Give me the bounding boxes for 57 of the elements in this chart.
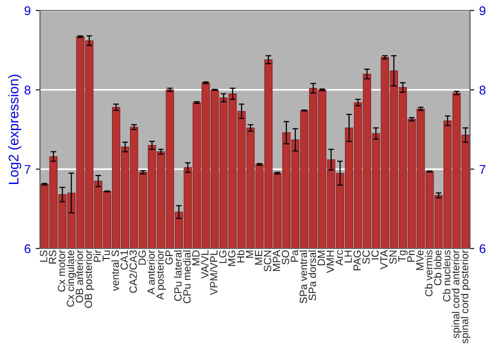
x-tick-label: VTA xyxy=(380,250,388,270)
x-tick-label: GP xyxy=(165,250,173,264)
x-tick-label: VPM/VPL xyxy=(210,250,218,295)
x-tick-label: Tu xyxy=(102,250,110,262)
x-tick-label: RS xyxy=(48,250,56,264)
x-tick-label: SC xyxy=(362,250,370,264)
x-tick-label: Cb nucleus xyxy=(442,250,450,302)
x-tick-label: DM xyxy=(318,250,325,266)
x-tick-label: LH xyxy=(344,250,352,262)
y2-tick-label: 7 xyxy=(480,165,486,174)
x-tick-label: CA1 xyxy=(120,250,128,270)
x-tick-label: LG xyxy=(219,250,226,263)
x-tick-label: SO xyxy=(282,250,290,264)
x-tick-label: Pn xyxy=(407,250,414,262)
x-tick-label: Arc xyxy=(336,250,343,266)
x-tick-label: OB posterior xyxy=(84,250,94,308)
x-tick-label: Hb xyxy=(236,250,244,262)
y-tick-label: 6 xyxy=(24,244,30,254)
x-tick-label: VMH xyxy=(326,250,334,273)
x-tick-label: VA/VL xyxy=(200,250,209,279)
x-tick-label: spinal cord posterior xyxy=(460,250,470,344)
x-tick-label: SCN xyxy=(264,250,272,272)
x-tick-label: Tg xyxy=(398,250,408,262)
x-tick-label: Cx motor xyxy=(58,250,66,292)
x-tick-label: Cb lobe xyxy=(434,250,442,286)
y-axis-title: Log2 (expression) xyxy=(8,74,22,184)
x-tick-label: SPa dorsal xyxy=(308,250,316,300)
x-tick-label: MVe xyxy=(416,250,424,270)
x-tick-label: ME xyxy=(255,250,262,265)
x-tick-label: ventral S xyxy=(111,250,119,291)
x-tick-label: DG xyxy=(138,250,146,265)
x-tick-label: CA2/CA3 xyxy=(129,250,137,293)
x-tick-label: spinal cord anterior xyxy=(452,250,462,338)
x-tick-label: M xyxy=(246,250,254,258)
x-tick-label: CPu lateral xyxy=(174,250,182,301)
y-tick-label: 8 xyxy=(24,86,30,94)
x-tick-label: SPa ventral xyxy=(299,250,308,304)
x-tick-label: Pir xyxy=(93,250,101,262)
y2-tick-label: 9 xyxy=(480,6,486,16)
x-tick-label: CPu medial xyxy=(182,250,191,304)
x-tick-label: Cb vermis xyxy=(424,250,432,296)
x-tick-label: MG xyxy=(228,250,236,266)
x-tick-label: Pa xyxy=(290,250,298,262)
x-tick-label: OB anterior xyxy=(75,250,84,303)
x-tick-label: MPA xyxy=(272,250,280,271)
x-tick-label: SN xyxy=(389,250,397,264)
y-tick-label: 7 xyxy=(24,165,30,174)
x-tick-label: A anterior xyxy=(147,250,155,294)
x-tick-label: A posterior xyxy=(156,250,166,300)
y2-tick-label: 6 xyxy=(480,244,486,254)
x-tick-label: Cx cingulate xyxy=(66,250,76,307)
y2-tick-label: 8 xyxy=(480,86,486,94)
x-tick-label: PAG xyxy=(353,250,361,270)
y-tick-label: 9 xyxy=(24,6,30,16)
x-tick-label: IC xyxy=(371,250,379,260)
x-tick-label: LS xyxy=(40,250,48,262)
x-tick-label: MD xyxy=(192,250,200,266)
